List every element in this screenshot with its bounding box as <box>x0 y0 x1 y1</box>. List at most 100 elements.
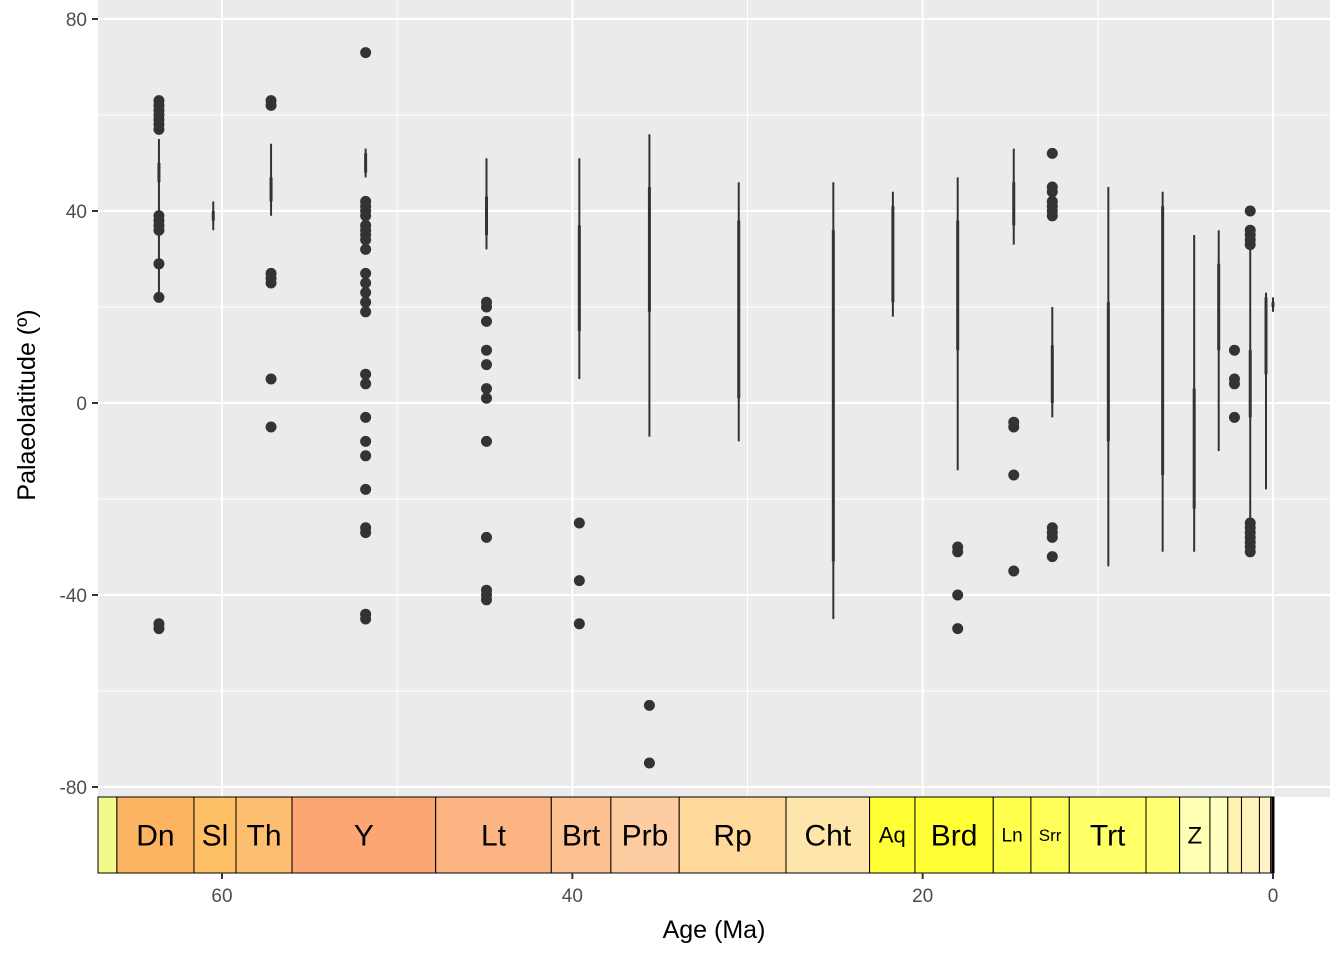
outlier-point <box>1244 205 1256 217</box>
boxplot-box <box>1050 345 1054 403</box>
boxplot-box <box>211 211 215 221</box>
outlier-point <box>643 757 655 769</box>
outlier-point <box>573 575 585 587</box>
stage-box <box>116 796 195 874</box>
x-axis: 60 40 20 0 <box>211 873 1278 907</box>
stage-label: Srr <box>1039 826 1062 845</box>
outlier-point <box>153 618 165 630</box>
major-gridlines <box>98 0 1330 797</box>
boxplot <box>1217 230 1221 451</box>
stage-box <box>1209 796 1229 874</box>
boxplot <box>265 95 277 433</box>
boxplot-box <box>485 196 489 235</box>
stage-box <box>193 796 237 874</box>
outlier-point <box>481 296 493 308</box>
outlier-point <box>360 195 372 207</box>
stage-label: Z <box>1187 822 1202 849</box>
outlier-point <box>360 435 372 447</box>
boxplot <box>1228 344 1240 423</box>
y-tick-label: -40 <box>60 586 87 607</box>
outlier-point <box>153 291 165 303</box>
outlier-point <box>360 608 372 620</box>
stage-label: Ln <box>1002 826 1023 847</box>
outlier-point <box>573 517 585 529</box>
x-tick-label: 20 <box>912 886 933 907</box>
boxplot-box <box>1106 302 1110 442</box>
stage-box <box>1240 796 1260 874</box>
boxplot-box <box>1192 388 1196 509</box>
boxplot <box>952 177 964 635</box>
outlier-point <box>1046 147 1058 159</box>
stage-label: Trt <box>1090 820 1126 853</box>
plot-panel <box>98 0 1330 797</box>
boxplot <box>573 158 585 630</box>
boxplot-box <box>647 187 651 312</box>
boxplot <box>737 182 741 442</box>
geologic-timescale: Dn Sl Th Y Lt Brt Prb Rp Cht Aq Brd Ln Srr Trt Z <box>97 796 1275 874</box>
stage-label: Cht <box>804 820 851 853</box>
boxplot-box <box>737 220 741 399</box>
outlier-point <box>481 315 493 327</box>
boxplot <box>211 201 215 231</box>
boxplot <box>153 95 165 635</box>
x-axis-title: Age (Ma) <box>663 916 766 944</box>
outlier-point <box>1008 416 1020 428</box>
outlier-point <box>153 258 165 270</box>
x-tick-label: 0 <box>1268 886 1279 907</box>
boxplot <box>1244 205 1256 558</box>
stage-box <box>235 796 293 874</box>
outlier-point <box>153 95 165 107</box>
stage-label: Brd <box>931 820 978 853</box>
outlier-point <box>360 287 372 299</box>
boxplot <box>1271 297 1275 312</box>
boxplot-layer <box>153 47 1275 769</box>
outlier-point <box>360 483 372 495</box>
y-tick-label: 40 <box>66 202 87 223</box>
boxplot <box>1192 235 1196 552</box>
outlier-point <box>360 522 372 534</box>
stage-box <box>550 796 612 874</box>
outlier-point <box>481 359 493 371</box>
outlier-point <box>952 623 964 635</box>
boxplot <box>1106 187 1110 567</box>
outlier-point <box>481 344 493 356</box>
outlier-point <box>1046 551 1058 563</box>
outlier-point <box>1228 344 1240 356</box>
outlier-point <box>360 450 372 462</box>
outlier-point <box>1046 181 1058 193</box>
stage-label: Th <box>247 820 282 853</box>
outlier-point <box>481 531 493 543</box>
x-tick-label: 40 <box>562 886 583 907</box>
outlier-point <box>153 210 165 222</box>
outlier-point <box>952 589 964 601</box>
outlier-point <box>360 277 372 289</box>
outlier-point <box>360 306 372 318</box>
boxplot <box>643 134 655 769</box>
outlier-point <box>360 296 372 308</box>
boxplot-box <box>1271 302 1275 307</box>
stage-label: Dn <box>136 820 174 853</box>
outlier-point <box>1244 517 1256 529</box>
y-axis-title: Palaeolatitude (º) <box>13 309 41 500</box>
boxplot-box <box>891 206 895 303</box>
outlier-point <box>1228 373 1240 385</box>
stage-box <box>914 796 994 874</box>
boxplot <box>1008 148 1020 577</box>
y-axis: 80 40 0 -40 -80 <box>60 10 98 799</box>
boxplot <box>1046 147 1058 563</box>
stage-box <box>678 796 787 874</box>
boxplot-box <box>1161 206 1165 475</box>
y-tick-label: 80 <box>66 10 87 31</box>
outlier-point <box>481 435 493 447</box>
outlier-point <box>360 219 372 231</box>
outlier-point <box>1046 522 1058 534</box>
outlier-point <box>360 267 372 279</box>
boxplot <box>1161 191 1165 552</box>
stage-box <box>1030 796 1070 874</box>
outlier-point <box>1244 224 1256 236</box>
outlier-point <box>1228 411 1240 423</box>
boxplot-box <box>1217 263 1221 351</box>
outlier-point <box>360 243 372 255</box>
stage-box <box>291 796 437 874</box>
